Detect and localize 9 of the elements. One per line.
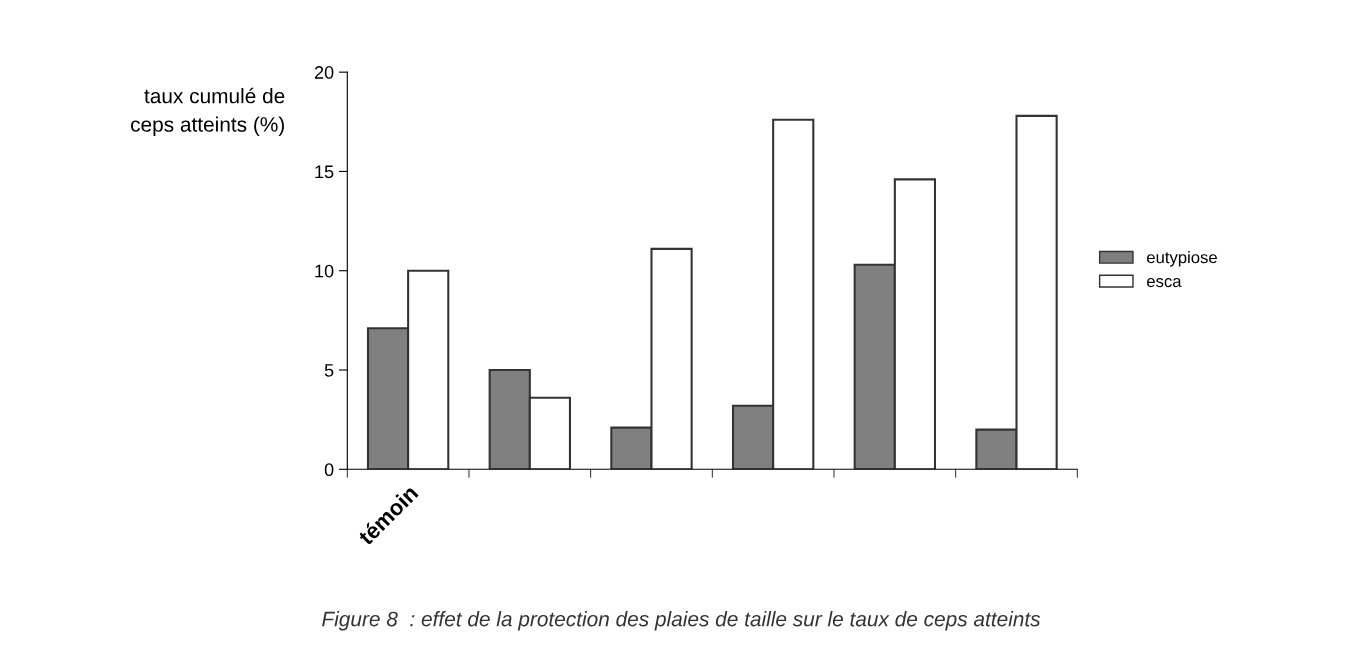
y-tick-label: 10 bbox=[315, 264, 334, 278]
y-tick-label: 20 bbox=[314, 66, 334, 79]
y-tick-label: 5 bbox=[324, 364, 334, 377]
caption: Figure 8 : effet de la protection des plaies de taille sur le taux de ceps atteints bbox=[322, 611, 1041, 631]
y-tick-label: 0 bbox=[324, 463, 334, 477]
y-tick-label: 15 bbox=[315, 165, 334, 179]
y-axis-title: taux cumulé de ceps atteints (%) bbox=[131, 87, 285, 136]
legend-label: eutypiose bbox=[1147, 251, 1217, 267]
legend-label: esca bbox=[1147, 278, 1182, 288]
